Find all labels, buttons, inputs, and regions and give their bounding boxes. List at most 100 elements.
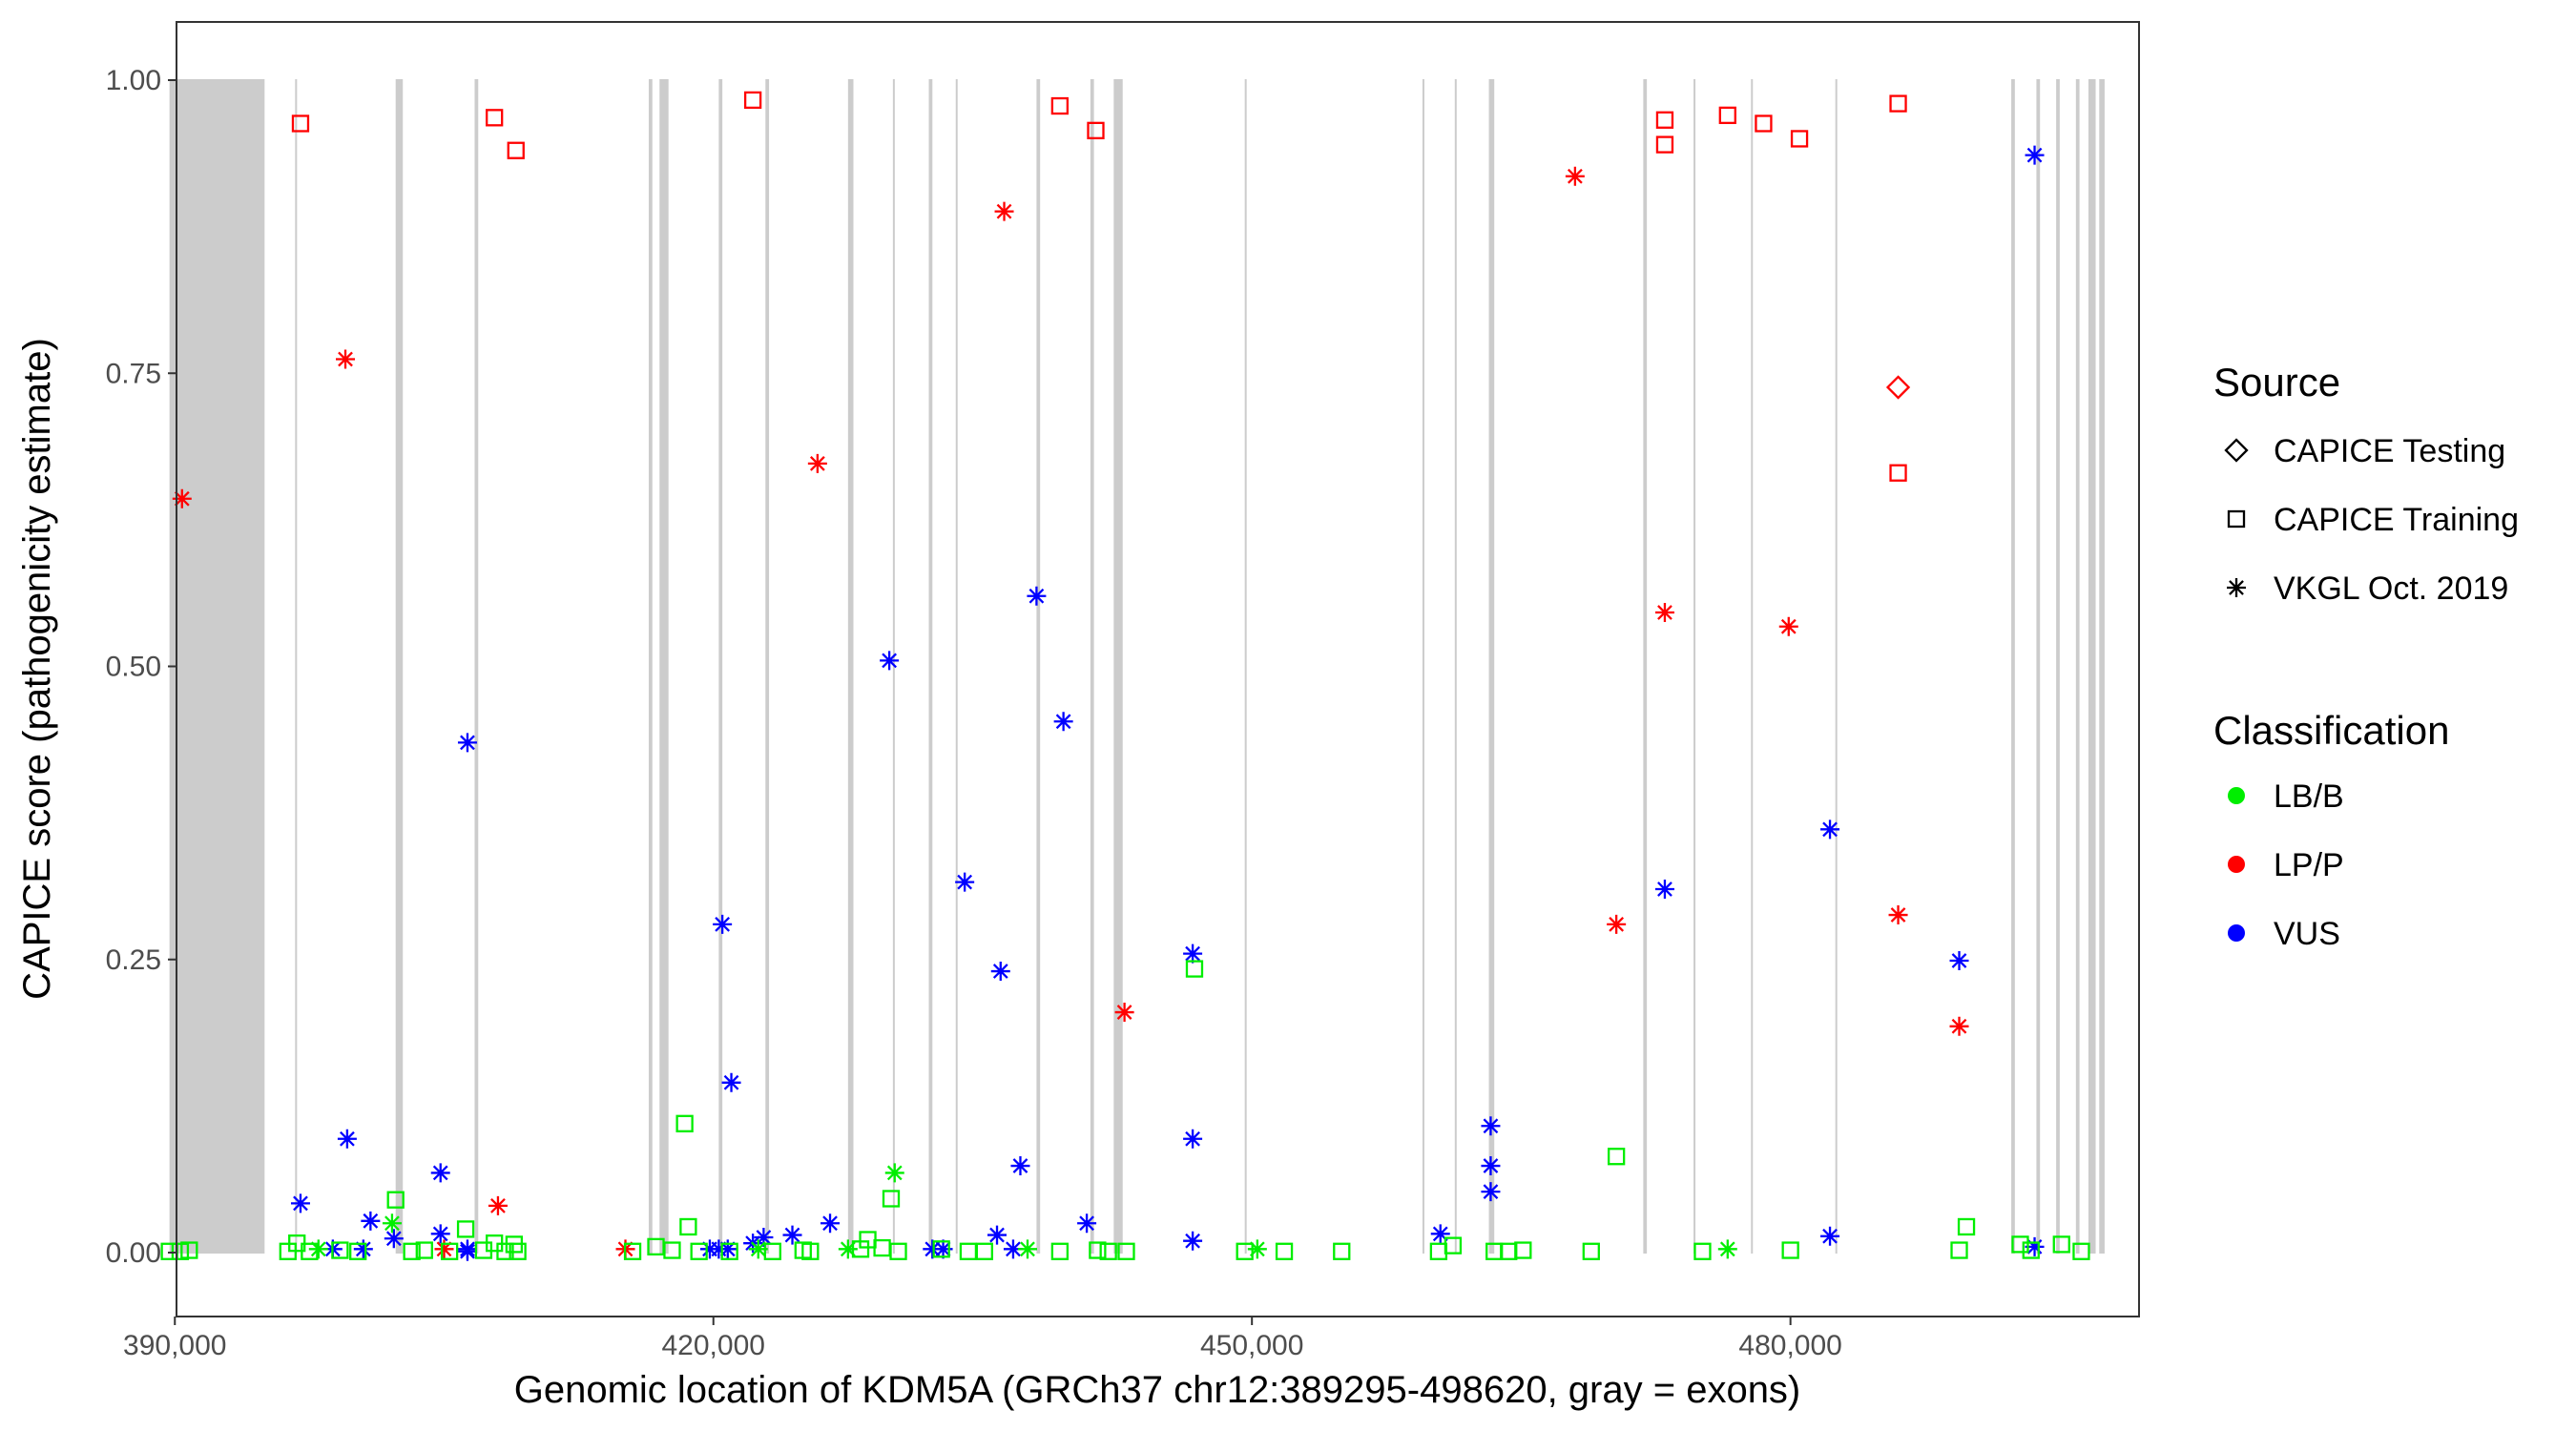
data-point [1949, 1016, 1969, 1036]
exon-band [1244, 79, 1247, 1254]
data-point [2025, 1236, 2045, 1256]
legend-source-item: CAPICE Training [2227, 502, 2519, 538]
data-point [1114, 1003, 1134, 1023]
data-point [1089, 1241, 1107, 1259]
legend-key-asterisk [2227, 578, 2246, 597]
x-tick-label: 450,000 [1200, 1330, 1303, 1361]
data-point [721, 1072, 741, 1092]
exon-band [765, 79, 770, 1254]
data-point [1717, 1239, 1737, 1259]
exon-band [169, 79, 265, 1254]
exon-band [2056, 79, 2060, 1254]
data-point [1183, 1231, 1203, 1251]
data-point [1481, 1116, 1501, 1136]
exon-band [1422, 79, 1424, 1254]
data-point [434, 1239, 454, 1259]
data-point [1889, 94, 1907, 113]
data-point [308, 1239, 328, 1259]
data-point [290, 1193, 310, 1213]
data-point [975, 1242, 993, 1260]
data-point [1247, 1239, 1267, 1259]
data-point [884, 1163, 904, 1183]
data-point [1077, 1213, 1097, 1234]
exon-band [474, 79, 479, 1254]
data-point [679, 1217, 697, 1236]
data-point [754, 1228, 774, 1248]
data-point [172, 488, 192, 508]
exon-band [1488, 79, 1495, 1254]
exon-band [2099, 79, 2105, 1254]
exon-band [1751, 79, 1754, 1254]
exon-band [295, 79, 298, 1254]
data-point [384, 1229, 404, 1249]
data-point [1185, 960, 1204, 978]
x-tick-label: 390,000 [123, 1330, 226, 1361]
data-point [509, 1242, 527, 1260]
legend-key-square [2227, 509, 2246, 529]
data-point [1781, 1241, 1799, 1259]
y-tick-label: 0.25 [106, 944, 161, 976]
legend-classification-item: LB/B [2228, 778, 2344, 815]
data-point [1053, 712, 1073, 732]
legend-classification-item: LP/P [2228, 847, 2344, 883]
series-capice-testing-lp-p [1885, 375, 1911, 400]
data-point [821, 1213, 841, 1234]
data-point [1236, 1242, 1254, 1260]
legend-source-label: VKGL Oct. 2019 [2274, 570, 2508, 607]
data-point [1050, 96, 1070, 115]
data-point [994, 201, 1014, 221]
legend-source-item: CAPICE Testing [2224, 433, 2505, 469]
legend-source-items: CAPICE Testing CAPICE Training VKGL Oct. 2… [2224, 433, 2519, 607]
data-point [1430, 1224, 1450, 1244]
legend: Source CAPICE Testing CAPICE Training VKGL… [2213, 360, 2519, 952]
data-point [1087, 121, 1105, 139]
data-point [955, 872, 975, 892]
x-tick-label: 480,000 [1738, 1330, 1841, 1361]
legend-source-label: CAPICE Training [2274, 502, 2519, 538]
data-point [386, 1191, 405, 1209]
data-point [336, 349, 356, 369]
data-point [882, 1190, 901, 1208]
exon-band [395, 79, 404, 1254]
data-point [1755, 114, 1773, 133]
data-point [1565, 166, 1585, 186]
data-point [2052, 1235, 2070, 1254]
exon-band [1693, 79, 1696, 1254]
data-point [889, 1242, 907, 1260]
exon-bands [169, 79, 2105, 1254]
data-point [1444, 1236, 1463, 1255]
data-point [349, 1242, 367, 1260]
data-point [180, 1241, 198, 1259]
data-point [488, 1195, 508, 1215]
legend-source-item: VKGL Oct. 2019 [2227, 570, 2508, 607]
data-point [440, 1242, 459, 1260]
series-vkgl-oct-2019-lb-b [308, 1163, 1737, 1259]
data-point [717, 1239, 737, 1259]
data-point [457, 733, 477, 753]
exon-band [648, 79, 653, 1254]
exon-band [659, 79, 669, 1254]
legend-key-dot [2228, 924, 2245, 942]
data-point [1790, 130, 1809, 148]
y-tick-label: 1.00 [106, 65, 161, 96]
data-point [2011, 1235, 2029, 1254]
legend-classification-label: LB/B [2274, 778, 2344, 815]
data-point [1654, 880, 1674, 900]
data-point [807, 453, 827, 473]
data-point [1888, 905, 1908, 925]
data-point [933, 1239, 953, 1259]
legend-classification-items: LB/B LP/P VUS [2228, 778, 2344, 952]
legend-key-diamond [2224, 438, 2249, 463]
exon-band [1036, 79, 1041, 1254]
y-tick-label: 0.75 [106, 358, 161, 389]
exon-band [2088, 79, 2096, 1254]
y-tick-label: 0.00 [106, 1237, 161, 1269]
data-point [331, 1241, 349, 1259]
data-point [1018, 1239, 1037, 1259]
exon-band [928, 79, 933, 1254]
data-point [1957, 1217, 1976, 1236]
legend-key-dot [2228, 856, 2245, 873]
data-point [1655, 111, 1674, 129]
data-point [361, 1211, 381, 1231]
